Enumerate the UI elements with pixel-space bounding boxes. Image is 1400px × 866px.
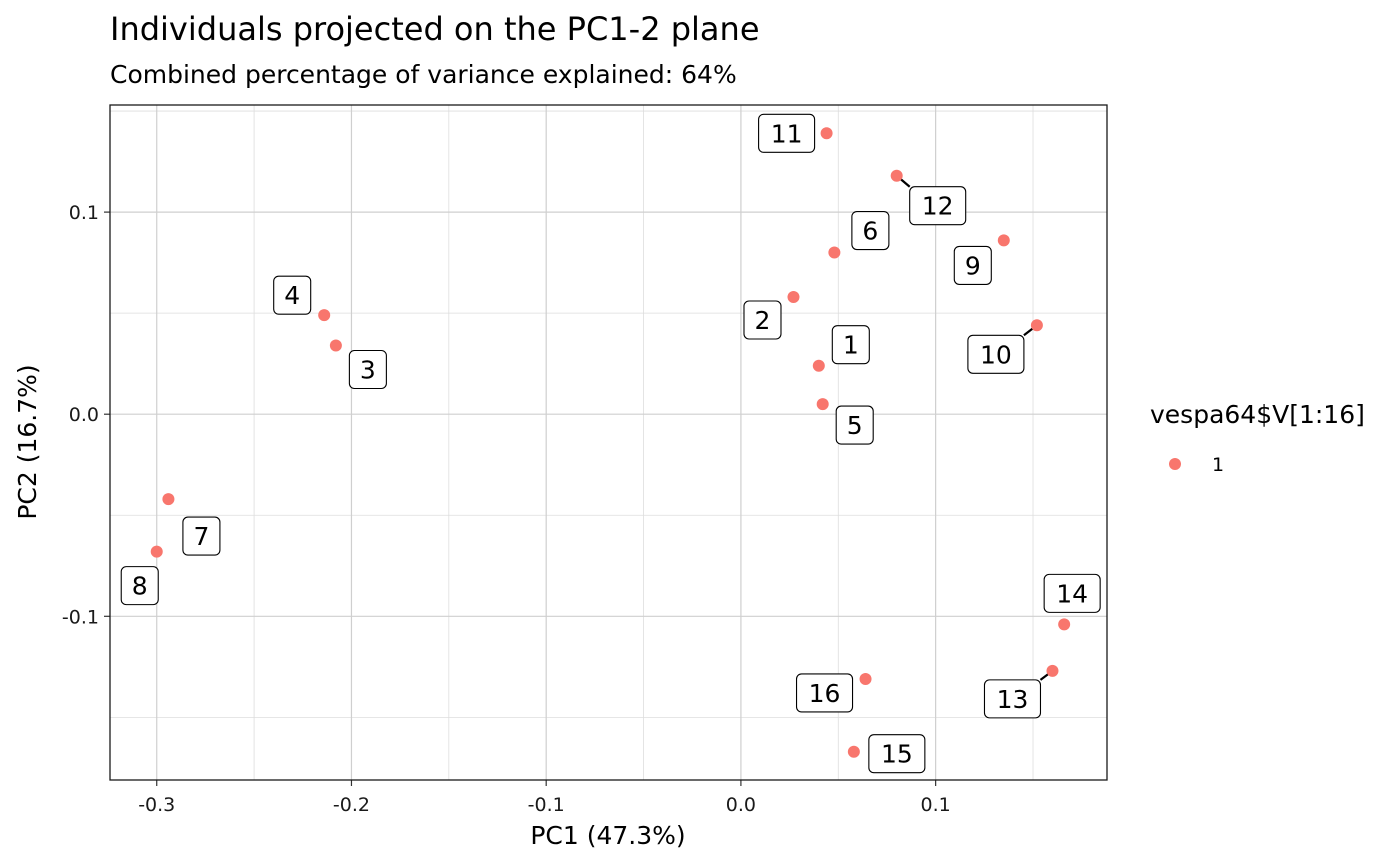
point-label-3: 3	[360, 355, 376, 384]
legend-entry-label: 1	[1212, 454, 1224, 476]
point-label-box	[120, 566, 159, 606]
data-point-13	[1046, 664, 1059, 677]
data-point-9	[997, 234, 1010, 247]
legend-title: vespa64$V[1:16]	[1150, 400, 1365, 429]
x-tick-label: 0.1	[921, 794, 951, 816]
legend: vespa64$V[1:16] 1	[1150, 400, 1365, 476]
point-label-box	[795, 673, 854, 713]
point-label-box	[182, 516, 221, 556]
data-point-11	[820, 127, 833, 140]
point-label-15: 15	[881, 740, 913, 769]
data-point-4	[318, 309, 331, 322]
point-label-8: 8	[132, 572, 148, 601]
point-label-12: 12	[922, 192, 954, 221]
point-label-box	[868, 734, 926, 774]
data-point-2	[787, 290, 800, 303]
x-tick-label: -0.1	[528, 794, 565, 816]
data-point-15	[847, 745, 860, 758]
data-point-5	[816, 398, 829, 411]
plot-panel-border	[109, 104, 1108, 781]
data-point-7	[162, 493, 175, 506]
point-label-10: 10	[980, 340, 1012, 369]
chart-title: Individuals projected on the PC1-2 plane	[110, 10, 760, 48]
point-label-box	[983, 679, 1042, 719]
point-label-box	[1043, 573, 1101, 613]
point-label-box	[758, 113, 816, 153]
data-point-3	[329, 339, 342, 352]
data-point-16	[859, 672, 872, 685]
chart-subtitle: Combined percentage of variance explaine…	[110, 60, 737, 89]
y-axis-ticks: -0.1 0.0 0.1	[62, 202, 110, 628]
point-label-box	[831, 325, 870, 365]
point-label-14: 14	[1056, 579, 1088, 608]
data-point-8	[150, 545, 163, 558]
data-point-12	[890, 169, 903, 182]
grid-lines	[110, 105, 1107, 780]
point-label-box	[851, 210, 890, 251]
point-label-5: 5	[847, 411, 863, 440]
point-label-16: 16	[809, 679, 841, 708]
y-tick-label: -0.1	[62, 606, 99, 628]
point-label-13: 13	[997, 685, 1029, 714]
x-tick-label: 0.0	[726, 794, 756, 816]
data-point-14	[1058, 618, 1071, 631]
point-label-box	[835, 405, 874, 445]
x-axis-title: PC1 (47.3%)	[530, 821, 685, 850]
y-tick-label: 0.0	[69, 404, 99, 426]
y-axis-title: PC2 (16.7%)	[13, 364, 42, 519]
point-label-6: 6	[862, 217, 878, 246]
point-label-2: 2	[755, 306, 771, 335]
point-label-7: 7	[193, 522, 209, 551]
y-tick-label: 0.1	[69, 202, 99, 224]
point-label-box	[273, 275, 312, 315]
point-label-box	[967, 334, 1025, 374]
point-label-4: 4	[284, 281, 300, 310]
point-label-box	[743, 300, 782, 340]
data-points	[150, 127, 1071, 758]
x-axis-ticks: -0.3 -0.2 -0.1 0.0 0.1	[138, 780, 951, 816]
data-point-6	[828, 246, 841, 259]
data-point-1	[812, 359, 825, 372]
point-label-box	[348, 349, 387, 390]
point-label-9: 9	[965, 251, 981, 280]
point-label-1: 1	[843, 331, 859, 360]
legend-key-point	[1169, 458, 1181, 470]
point-label-11: 11	[771, 119, 803, 148]
point-label-box	[909, 186, 967, 226]
x-tick-label: -0.3	[138, 794, 175, 816]
data-point-10	[1030, 319, 1043, 332]
point-label-box	[953, 245, 992, 285]
x-tick-label: -0.2	[333, 794, 370, 816]
